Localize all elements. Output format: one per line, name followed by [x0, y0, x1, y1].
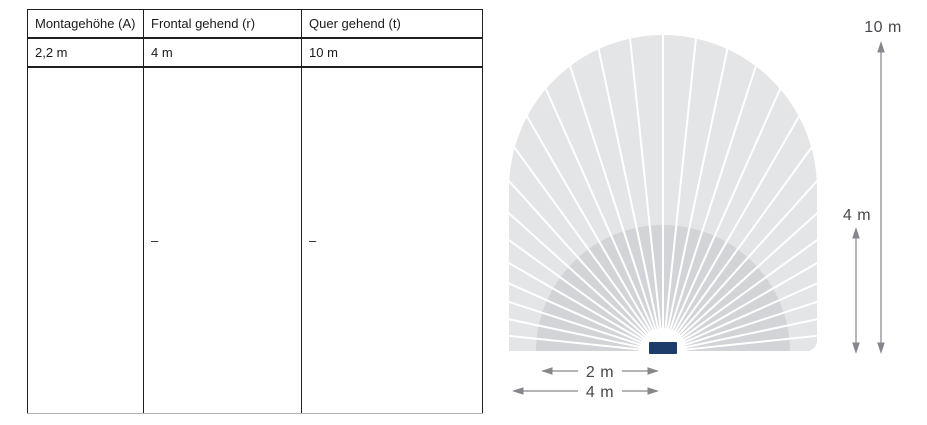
- label-total-height: 10 m: [864, 19, 902, 36]
- fan-ray-gap: [626, 13, 664, 353]
- fan-ray-gap: [591, 19, 664, 353]
- spec-table: Montagehöhe (A) Frontal gehend (r) Quer …: [27, 9, 483, 414]
- arrowhead-down-icon: [877, 342, 885, 354]
- table-header-row: Montagehöhe (A) Frontal gehend (r) Quer …: [27, 9, 483, 39]
- sensor-device: [649, 342, 677, 354]
- table-cell-montagehoehe-value: 2,2 m: [27, 37, 144, 68]
- fan-ray-gap: [662, 40, 803, 353]
- fan-ray-gap: [490, 158, 664, 353]
- fan-ray-gap: [662, 323, 927, 353]
- table-cell-dash: –: [301, 67, 483, 414]
- table-header-cell-montagehoehe: Montagehöhe (A): [27, 9, 144, 39]
- fan-ray-gap: [490, 314, 664, 353]
- table-cell-dash: –: [143, 67, 302, 414]
- arrowhead-left-icon: [512, 387, 524, 395]
- fan-ray-gap: [492, 57, 664, 353]
- arrowhead-right-icon: [647, 387, 659, 395]
- table-row-empty: – –: [27, 67, 483, 414]
- fan-ray-gap: [662, 294, 927, 353]
- fan-ray-gap: [490, 294, 664, 353]
- detection-diagram: 10 m 4 m 2 m 4 m: [490, 12, 927, 401]
- fan-ray-gap: [662, 76, 864, 353]
- dimension-4m-horizontal: 4 m: [512, 381, 659, 401]
- label-outer-width: 4 m: [586, 384, 614, 401]
- fan-ray-gap: [523, 40, 664, 353]
- fan-ray-gap: [662, 19, 735, 353]
- label-inner-height: 4 m: [843, 207, 871, 224]
- fan-ray-gap: [490, 332, 664, 353]
- label-background: [578, 361, 622, 380]
- table-row-values: 2,2 m 4 m 10 m: [27, 37, 483, 68]
- fan-ray-gap: [662, 233, 927, 353]
- fan-rays: [490, 12, 927, 353]
- fan-ray-gap: [556, 28, 664, 353]
- arrowhead-up-icon: [852, 227, 860, 239]
- fan-ray-gap: [662, 98, 892, 353]
- dimension-4m-vertical: 4 m: [843, 207, 871, 354]
- arrowhead-right-icon: [647, 367, 659, 375]
- fan-ray-gap: [662, 265, 927, 353]
- fan-ray-gap: [490, 273, 664, 353]
- table-cell-frontal-value: 4 m: [143, 37, 302, 68]
- table-header-cell-quer: Quer gehend (t): [301, 9, 483, 39]
- table-header-cell-frontal: Frontal gehend (r): [143, 9, 302, 39]
- fan-ray-gap: [662, 159, 927, 353]
- dimension-2m-horizontal: 2 m: [541, 361, 659, 381]
- table-cell-empty: [27, 67, 144, 414]
- arrowhead-left-icon: [541, 367, 553, 375]
- dimension-10m-vertical: 10 m: [864, 19, 902, 354]
- table-cell-quer-value: 10 m: [301, 37, 483, 68]
- fan-ray-gap: [662, 13, 700, 353]
- fan-ray-gap: [490, 112, 664, 353]
- fan-ray-gap: [490, 194, 664, 353]
- fan-ray-gap: [662, 123, 917, 353]
- fan-ray-gap: [490, 250, 664, 353]
- fan-ray-gap: [490, 225, 664, 353]
- fan-ray-gap: [662, 28, 770, 353]
- label-background: [578, 381, 622, 400]
- fan-ray-gap: [662, 57, 834, 353]
- arrowhead-down-icon: [852, 342, 860, 354]
- arrowhead-up-icon: [877, 41, 885, 53]
- label-inner-width: 2 m: [586, 364, 614, 381]
- fan-ray-gap: [662, 198, 927, 353]
